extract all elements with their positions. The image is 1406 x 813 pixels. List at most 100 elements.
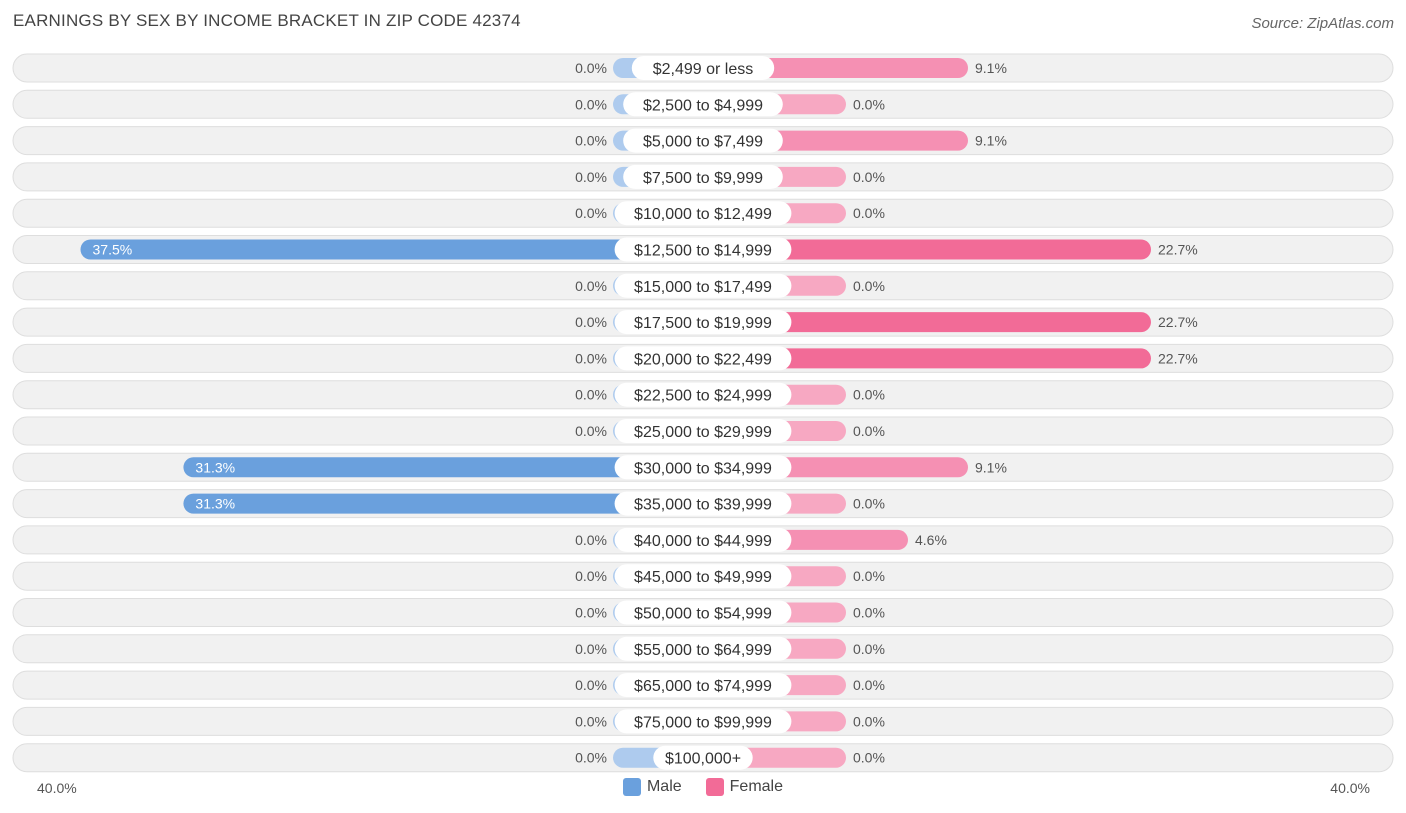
- label-female: 0.0%: [853, 605, 885, 621]
- row-14: 0.0% 0.0% $45,000 to $49,999: [12, 561, 1394, 591]
- label-female: 0.0%: [853, 387, 885, 403]
- label-male: 37.5%: [93, 242, 133, 258]
- legend: Male Female: [0, 778, 1406, 796]
- category-pill: [614, 673, 792, 698]
- label-male: 0.0%: [575, 314, 607, 330]
- category-label: $12,500 to $14,999: [634, 243, 772, 260]
- label-female: 4.6%: [915, 532, 947, 548]
- legend-item-female[interactable]: Female: [705, 778, 783, 796]
- category-pill: [614, 455, 792, 480]
- row-5: 37.5% 22.7% $12,500 to $14,999: [12, 235, 1394, 264]
- label-male: 0.0%: [575, 205, 607, 221]
- label-male: 0.0%: [575, 60, 607, 76]
- row-13: 0.0% 4.6% $40,000 to $44,999: [12, 525, 1394, 555]
- label-female: 9.1%: [975, 60, 1007, 76]
- row-12: 31.3% 0.0% $35,000 to $39,999: [12, 489, 1394, 519]
- category-label: $17,500 to $19,999: [634, 315, 772, 332]
- category-label: $5,000 to $7,499: [643, 134, 763, 151]
- label-male: 0.0%: [575, 169, 607, 185]
- category-label: $25,000 to $29,999: [634, 424, 772, 441]
- category-label: $100,000+: [665, 751, 741, 768]
- category-pill: [614, 201, 792, 226]
- row-1: 0.0% 0.0% $2,500 to $4,999: [12, 89, 1394, 119]
- row-17: 0.0% 0.0% $65,000 to $74,999: [12, 670, 1394, 700]
- label-female: 0.0%: [853, 96, 885, 112]
- category-label: $40,000 to $44,999: [634, 533, 772, 550]
- category-pill: [614, 564, 792, 589]
- label-male: 0.0%: [575, 750, 607, 766]
- legend-label-male: Male: [646, 778, 682, 795]
- label-female: 0.0%: [853, 496, 885, 512]
- row-16: 0.0% 0.0% $55,000 to $64,999: [12, 634, 1394, 664]
- row-8: 0.0% 22.7% $20,000 to $22,499: [12, 343, 1394, 373]
- category-label: $20,000 to $22,499: [634, 351, 772, 368]
- bar-male[interactable]: [80, 239, 704, 260]
- category-pill: [614, 273, 792, 298]
- label-female: 22.7%: [1158, 314, 1198, 330]
- label-male: 0.0%: [575, 641, 607, 657]
- category-label: $2,499 or less: [653, 61, 754, 78]
- label-female: 9.1%: [975, 459, 1007, 475]
- label-female: 0.0%: [853, 750, 885, 766]
- category-pill: [614, 709, 792, 734]
- label-male: 0.0%: [575, 387, 607, 403]
- category-pill: [653, 745, 753, 770]
- label-male: 0.0%: [575, 96, 607, 112]
- category-label: $50,000 to $54,999: [634, 606, 772, 623]
- axis-right-label: 40.0%: [1330, 780, 1370, 796]
- row-18: 0.0% 0.0% $75,000 to $99,999: [12, 706, 1394, 736]
- category-label: $22,500 to $24,999: [634, 388, 772, 405]
- bar-female[interactable]: [703, 312, 1151, 333]
- label-male: 0.0%: [575, 713, 607, 729]
- row-11: 31.3% 9.1% $30,000 to $34,999: [12, 452, 1394, 482]
- category-pill: [614, 346, 792, 371]
- category-pill: [614, 419, 792, 443]
- category-label: $7,500 to $9,999: [643, 170, 763, 187]
- label-male: 31.3%: [195, 496, 235, 512]
- legend-item-male[interactable]: Male: [622, 778, 682, 796]
- category-pill: [631, 56, 775, 80]
- chart-title: EARNINGS BY SEX BY INCOME BRACKET IN ZIP…: [13, 11, 521, 30]
- category-label: $45,000 to $49,999: [634, 569, 772, 586]
- bar-male[interactable]: [183, 493, 704, 514]
- category-label: $55,000 to $64,999: [634, 642, 772, 659]
- category-label: $10,000 to $12,499: [634, 206, 772, 223]
- axis-left-label: 40.0%: [37, 780, 77, 796]
- bar-male[interactable]: [183, 457, 704, 478]
- row-0: 0.0% 9.1% $2,499 or less: [12, 53, 1394, 83]
- category-label: $15,000 to $17,499: [634, 279, 772, 296]
- row-9: 0.0% 0.0% $22,500 to $24,999: [12, 380, 1394, 410]
- category-pill: [614, 310, 792, 335]
- legend-swatch-female: [705, 778, 724, 796]
- label-female: 0.0%: [853, 169, 885, 185]
- row-4: 0.0% 0.0% $10,000 to $12,499: [12, 198, 1394, 228]
- label-male: 31.3%: [195, 459, 235, 475]
- chart-source: Source: ZipAtlas.com: [1251, 15, 1394, 32]
- row-2: 0.0% 9.1% $5,000 to $7,499: [12, 126, 1394, 156]
- label-male: 0.0%: [575, 532, 607, 548]
- label-female: 22.7%: [1158, 350, 1198, 366]
- bar-female[interactable]: [703, 239, 1151, 260]
- row-3: 0.0% 0.0% $7,500 to $9,999: [12, 162, 1394, 192]
- category-pill: [623, 164, 783, 189]
- label-female: 9.1%: [975, 133, 1007, 149]
- label-male: 0.0%: [575, 423, 607, 439]
- label-male: 0.0%: [575, 605, 607, 621]
- category-label: $35,000 to $39,999: [634, 497, 772, 514]
- row-19: 0.0% 0.0% $100,000+: [12, 743, 1394, 773]
- legend-swatch-male: [622, 778, 641, 796]
- category-pill: [614, 382, 792, 407]
- category-pill: [614, 491, 792, 516]
- label-male: 0.0%: [575, 350, 607, 366]
- category-pill: [614, 636, 792, 661]
- label-female: 0.0%: [853, 278, 885, 294]
- label-male: 0.0%: [575, 133, 607, 149]
- label-male: 0.0%: [575, 677, 607, 693]
- category-label: $75,000 to $99,999: [634, 714, 772, 731]
- category-label: $2,500 to $4,999: [643, 97, 763, 114]
- bar-female[interactable]: [703, 348, 1151, 369]
- category-pill: [614, 600, 792, 625]
- label-female: 0.0%: [853, 423, 885, 439]
- row-10: 0.0% 0.0% $25,000 to $29,999: [12, 416, 1394, 446]
